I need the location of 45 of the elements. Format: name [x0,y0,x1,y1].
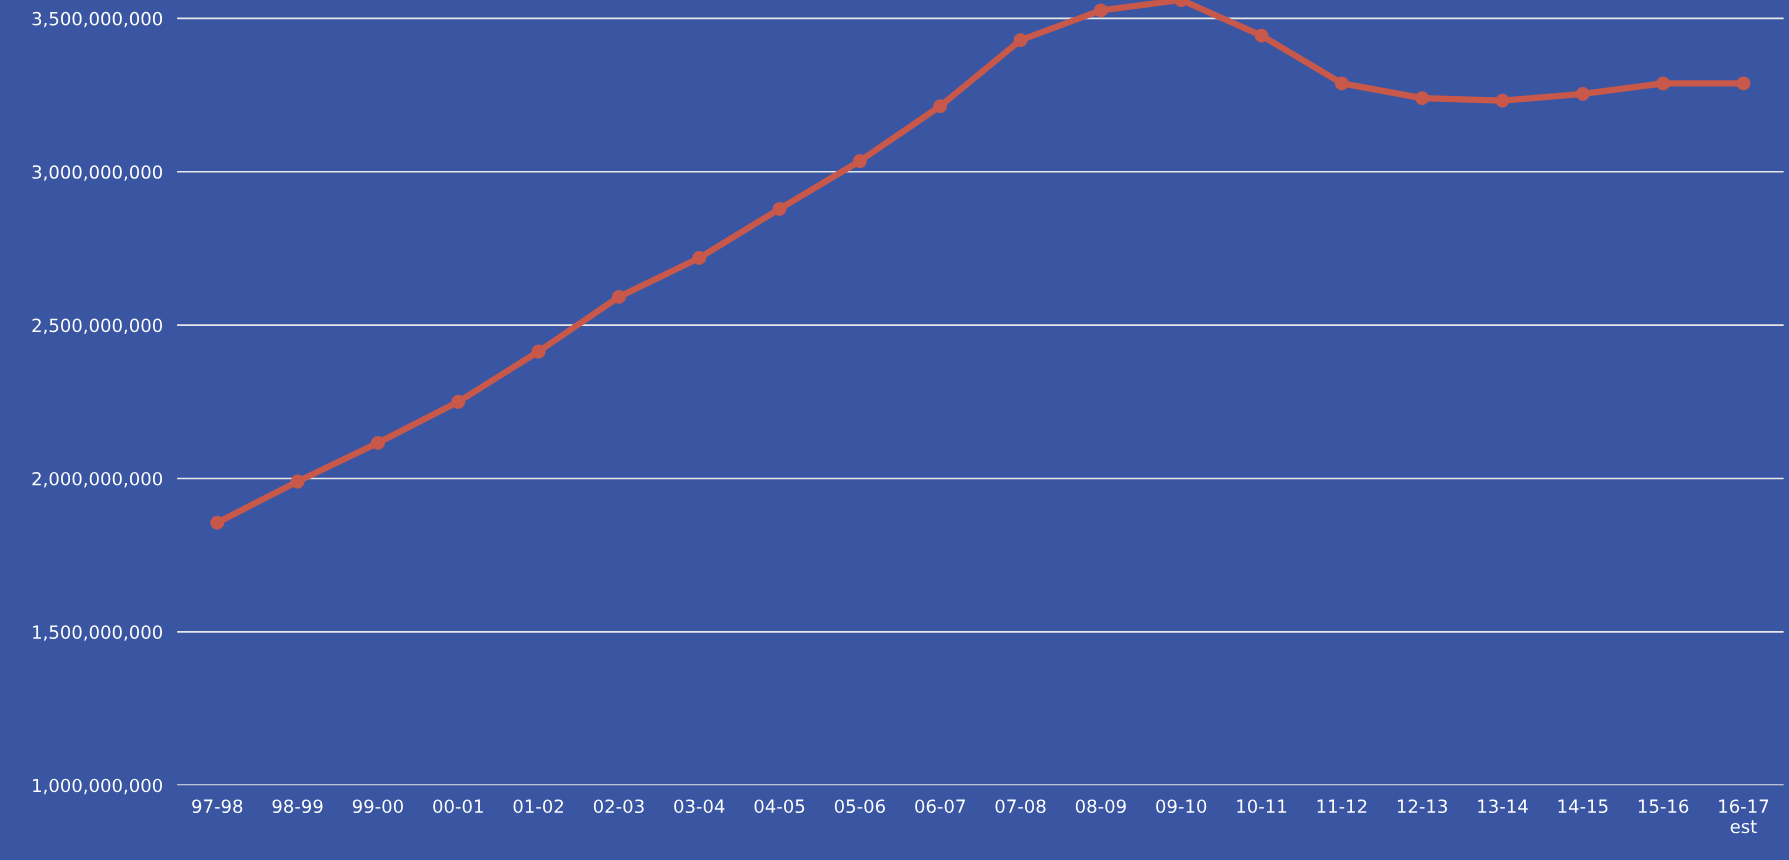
x-tick-label: 10-11 [1237,799,1287,814]
point [370,435,385,450]
point [611,289,626,304]
x-tick-label: 04-05 [754,799,805,814]
x-tick-label: 06-07 [915,799,965,814]
point [1013,33,1028,48]
x-tick-label: 12-13 [1397,799,1447,814]
point [1415,91,1430,106]
x-tick-label: 98-99 [272,799,323,814]
point [290,474,305,489]
point [1575,86,1590,101]
point [1254,28,1269,43]
point [1736,76,1751,91]
y-tick-label: 3,000,000,000 [32,165,163,181]
point [1495,93,1510,108]
x-tick-label: 97-98 [192,799,243,814]
y-tick-label: 2,500,000,000 [32,318,163,335]
point [933,99,948,114]
y-tick-label: 3,500,000,000 [32,11,163,28]
y-tick-label: 1,000,000,000 [33,778,163,795]
point [772,201,787,216]
point [531,344,546,359]
point [451,394,466,409]
x-tick-label: 11-12 [1317,799,1367,813]
x-tick-label: 05-06 [834,799,885,814]
point [852,154,867,168]
x-tick-label: 02-03 [593,799,644,814]
y-tick-label: 2,000,000,000 [32,471,163,488]
x-tick-label: 15-16 [1638,799,1689,814]
x-tick-label: 00-01 [433,799,483,814]
point [1334,76,1349,91]
x-tick-label: 01-02 [513,799,563,814]
x-tick-label: 08-09 [1075,799,1126,814]
x-tick-label: 07-08 [995,799,1046,814]
point [210,515,225,530]
y-tick-label: 1,500,000,000 [33,625,163,641]
x-tick-label: 99-00 [352,799,403,814]
x-tick-label: 14-15 [1558,799,1608,814]
point [1656,76,1671,91]
x-tick-label: 13-14 [1478,799,1528,814]
x-tick-label: 09-10 [1156,799,1207,814]
point [1093,3,1108,18]
x-tick-label: 03-04 [674,799,725,814]
point [692,251,707,265]
x-tick-label: 16-17 est [1719,799,1769,834]
